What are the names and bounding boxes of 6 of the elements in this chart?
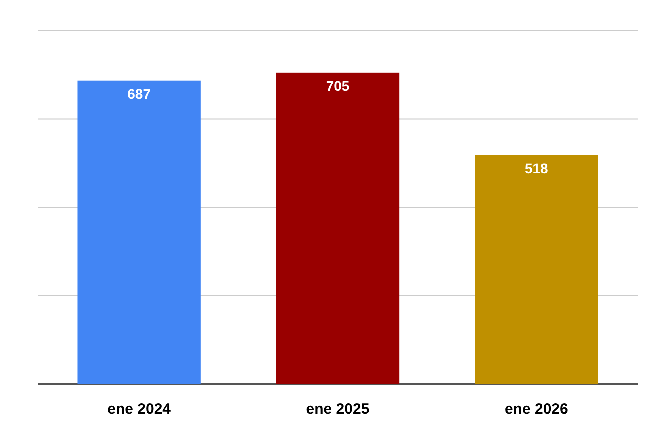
x-tick-label: ene 2025 — [306, 401, 370, 418]
data-label: 705 — [326, 78, 350, 94]
data-label: 518 — [524, 160, 549, 176]
x-tick-label: ene 2026 — [504, 401, 568, 418]
x-tick-label: ene 2024 — [108, 401, 172, 418]
data-label: 687 — [128, 86, 152, 102]
